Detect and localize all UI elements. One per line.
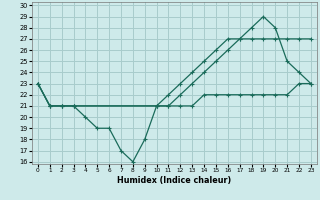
X-axis label: Humidex (Indice chaleur): Humidex (Indice chaleur) xyxy=(117,176,232,185)
